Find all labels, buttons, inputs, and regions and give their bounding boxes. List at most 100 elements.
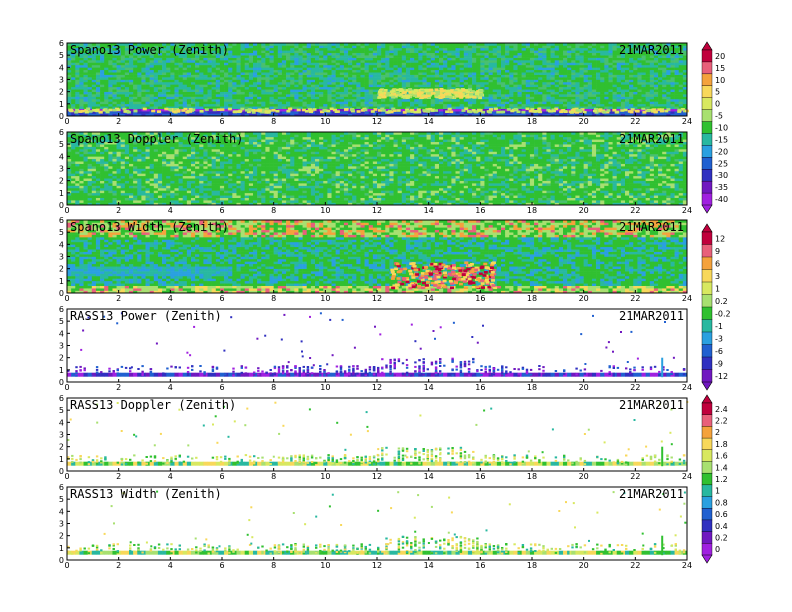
heatmap-cells xyxy=(67,220,688,294)
colorbar-label: -5 xyxy=(715,112,723,121)
scatter-points xyxy=(103,490,687,548)
y-tick-label: 5 xyxy=(59,495,64,504)
y-tick-label: 6 xyxy=(59,394,64,403)
x-tick-label: 2 xyxy=(116,561,121,570)
panel-title: Spano13 Power (Zenith) xyxy=(70,43,229,57)
y-tick-label: 1 xyxy=(59,189,64,198)
x-tick-label: 20 xyxy=(579,117,589,126)
y-tick-label: 4 xyxy=(59,240,64,249)
x-tick-label: 18 xyxy=(527,294,537,303)
y-tick-label: 0 xyxy=(59,556,64,565)
x-tick-label: 18 xyxy=(527,117,537,126)
x-tick-label: 10 xyxy=(320,472,330,481)
y-tick-label: 4 xyxy=(59,418,64,427)
colorbar-label: -25 xyxy=(715,159,728,168)
feature-patch xyxy=(68,107,689,114)
x-tick-label: 14 xyxy=(424,561,434,570)
colorbar-bottom-arrow xyxy=(701,381,713,391)
colorbar-segment xyxy=(701,426,713,439)
colorbar-label: -10 xyxy=(715,124,728,133)
x-tick-label: 2 xyxy=(116,472,121,481)
panel-title: RASS13 Doppler (Zenith) xyxy=(70,398,236,412)
colorbar-bottom-arrow xyxy=(701,554,713,564)
colorbar-label: 0.2 xyxy=(715,534,728,543)
x-tick-label: 8 xyxy=(271,383,276,392)
x-tick-label: 22 xyxy=(630,383,640,392)
colorbar-label: -30 xyxy=(715,171,728,180)
colorbar-segment xyxy=(701,244,713,258)
colorbar-segment xyxy=(701,437,713,451)
colorbar-label: -6 xyxy=(715,347,723,356)
colorbar-segment xyxy=(701,369,713,383)
x-tick-label: 0 xyxy=(64,383,69,392)
vertical-spike xyxy=(661,446,664,467)
panel-date: 21MAR2011 xyxy=(619,132,684,146)
colorbar-label: -0.2 xyxy=(715,309,731,318)
x-tick-label: 6 xyxy=(219,561,224,570)
colorbar-label: -9 xyxy=(715,359,723,368)
x-tick-label: 8 xyxy=(271,294,276,303)
y-tick-label: 2 xyxy=(59,177,64,186)
colorbar-segment xyxy=(701,508,713,521)
colorbar-segment xyxy=(701,531,713,544)
y-tick-label: 1 xyxy=(59,100,64,109)
x-tick-label: 8 xyxy=(271,561,276,570)
x-tick-label: 12 xyxy=(372,383,382,392)
colorbar-segment xyxy=(701,519,713,533)
colorbar-label: 12 xyxy=(715,234,725,243)
y-tick-label: 1 xyxy=(59,366,64,375)
panel-date: 21MAR2011 xyxy=(619,43,684,57)
x-tick-label: 24 xyxy=(682,472,692,481)
panel-date: 21MAR2011 xyxy=(619,487,684,501)
colorbar-top-arrow xyxy=(701,41,713,51)
colorbar-label: 0 xyxy=(715,100,720,109)
x-tick-label: 24 xyxy=(682,294,692,303)
colorbar-segment xyxy=(701,73,713,87)
colorbar-segment xyxy=(701,294,713,308)
colorbar-segment xyxy=(701,49,713,63)
colorbar-label: 6 xyxy=(715,259,720,268)
colorbar-label: 1.4 xyxy=(715,463,728,472)
x-tick-label: 22 xyxy=(630,472,640,481)
y-tick-label: 2 xyxy=(59,443,64,452)
x-tick-label: 14 xyxy=(424,206,434,215)
x-tick-label: 16 xyxy=(475,206,485,215)
x-tick-label: 12 xyxy=(372,294,382,303)
y-tick-label: 0 xyxy=(59,378,64,387)
colorbar-label: 2.4 xyxy=(715,405,728,414)
x-tick-label: 12 xyxy=(372,472,382,481)
baseline-band xyxy=(67,446,688,466)
colorbar-label: 2 xyxy=(715,428,720,437)
x-tick-label: 18 xyxy=(527,472,537,481)
x-tick-label: 20 xyxy=(579,206,589,215)
colorbar-label: 1.6 xyxy=(715,452,728,461)
x-tick-label: 16 xyxy=(475,294,485,303)
x-tick-label: 6 xyxy=(219,472,224,481)
x-tick-label: 16 xyxy=(475,561,485,570)
x-tick-label: 10 xyxy=(320,294,330,303)
x-tick-label: 22 xyxy=(630,206,640,215)
y-tick-label: 0 xyxy=(59,467,64,476)
panel-title: RASS13 Power (Zenith) xyxy=(70,309,222,323)
y-tick-label: 4 xyxy=(59,152,64,161)
x-tick-label: 0 xyxy=(64,117,69,126)
colorbar-top-arrow xyxy=(701,394,713,404)
colorbar-label: 0.8 xyxy=(715,498,728,507)
y-tick-label: 3 xyxy=(59,342,64,351)
colorbar-segment xyxy=(701,306,713,320)
x-tick-label: 10 xyxy=(320,383,330,392)
y-tick-label: 1 xyxy=(59,277,64,286)
x-tick-label: 8 xyxy=(271,472,276,481)
colorbar-label: 3 xyxy=(715,272,720,281)
y-tick-label: 6 xyxy=(59,128,64,137)
x-tick-label: 4 xyxy=(168,561,173,570)
panel-title: RASS13 Width (Zenith) xyxy=(70,487,222,501)
y-tick-label: 6 xyxy=(59,305,64,314)
scatter-points xyxy=(80,312,675,369)
colorbar-segment xyxy=(701,449,713,462)
colorbar-segment xyxy=(701,269,713,283)
colorbar-label: 0.6 xyxy=(715,510,728,519)
x-tick-label: 4 xyxy=(168,206,173,215)
